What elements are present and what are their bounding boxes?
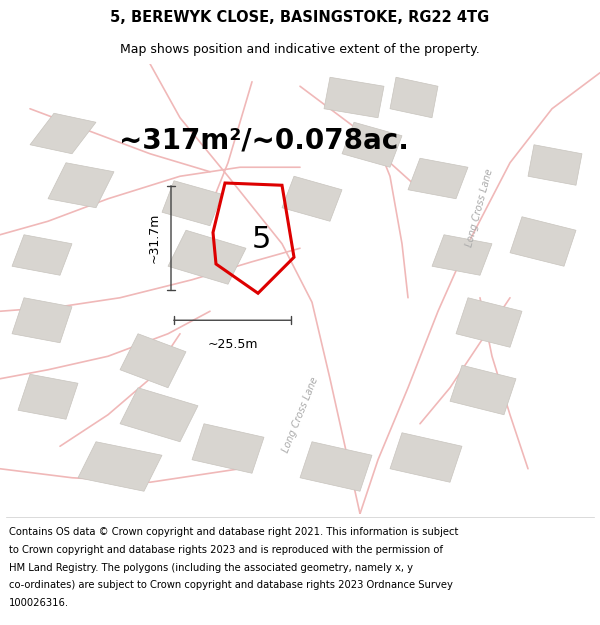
Text: 5, BEREWYK CLOSE, BASINGSTOKE, RG22 4TG: 5, BEREWYK CLOSE, BASINGSTOKE, RG22 4TG — [110, 11, 490, 26]
Polygon shape — [168, 230, 246, 284]
Text: to Crown copyright and database rights 2023 and is reproduced with the permissio: to Crown copyright and database rights 2… — [9, 545, 443, 555]
Polygon shape — [120, 388, 198, 442]
Text: Contains OS data © Crown copyright and database right 2021. This information is : Contains OS data © Crown copyright and d… — [9, 527, 458, 537]
Polygon shape — [192, 424, 264, 473]
Polygon shape — [78, 442, 162, 491]
Polygon shape — [300, 442, 372, 491]
Text: ~25.5m: ~25.5m — [207, 338, 258, 351]
Polygon shape — [342, 122, 402, 168]
Polygon shape — [390, 78, 438, 118]
Polygon shape — [282, 176, 342, 221]
Text: 100026316.: 100026316. — [9, 598, 69, 608]
Polygon shape — [528, 145, 582, 185]
Text: co-ordinates) are subject to Crown copyright and database rights 2023 Ordnance S: co-ordinates) are subject to Crown copyr… — [9, 581, 453, 591]
Polygon shape — [450, 365, 516, 415]
Polygon shape — [162, 181, 222, 226]
Text: ~31.7m: ~31.7m — [147, 213, 160, 263]
Polygon shape — [30, 113, 96, 154]
Text: HM Land Registry. The polygons (including the associated geometry, namely x, y: HM Land Registry. The polygons (includin… — [9, 562, 413, 572]
Text: Map shows position and indicative extent of the property.: Map shows position and indicative extent… — [120, 43, 480, 56]
Polygon shape — [48, 162, 114, 208]
Text: Long Cross Lane: Long Cross Lane — [465, 168, 495, 248]
Polygon shape — [456, 298, 522, 348]
Polygon shape — [12, 298, 72, 343]
Polygon shape — [12, 235, 72, 275]
Polygon shape — [324, 78, 384, 118]
Polygon shape — [18, 374, 78, 419]
Text: 5: 5 — [251, 225, 271, 254]
Polygon shape — [390, 432, 462, 482]
Polygon shape — [120, 334, 186, 388]
Text: Long Cross Lane: Long Cross Lane — [280, 376, 320, 454]
Text: ~317m²/~0.078ac.: ~317m²/~0.078ac. — [119, 126, 409, 154]
Polygon shape — [408, 158, 468, 199]
Polygon shape — [432, 235, 492, 275]
Polygon shape — [510, 217, 576, 266]
